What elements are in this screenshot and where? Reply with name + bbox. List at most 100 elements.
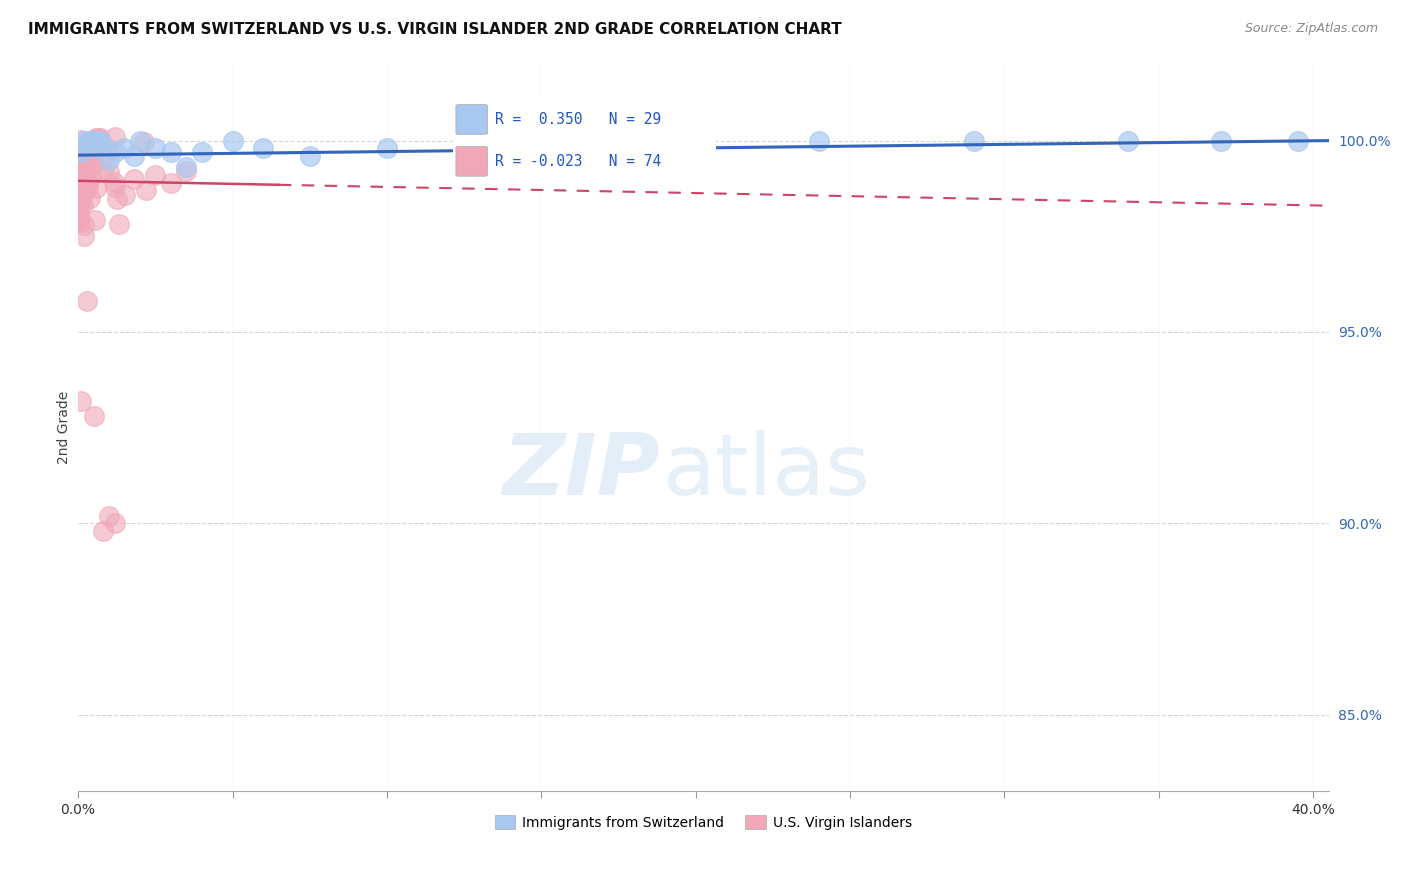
Point xyxy=(91,137,114,152)
Point xyxy=(76,137,98,152)
Point xyxy=(72,198,94,212)
Point xyxy=(90,136,112,150)
Point xyxy=(73,229,96,244)
Point xyxy=(114,188,136,202)
Point xyxy=(69,133,91,147)
Point xyxy=(67,213,90,227)
Point xyxy=(159,145,181,160)
Point xyxy=(174,161,197,175)
Legend: Immigrants from Switzerland, U.S. Virgin Islanders: Immigrants from Switzerland, U.S. Virgin… xyxy=(489,809,918,835)
Point xyxy=(86,141,108,155)
Point xyxy=(375,141,398,155)
Text: ZIP: ZIP xyxy=(502,430,659,513)
Point xyxy=(122,172,145,186)
Point xyxy=(98,153,121,167)
Point xyxy=(143,141,166,155)
Point xyxy=(83,134,105,148)
Point xyxy=(67,189,90,203)
Point xyxy=(190,145,212,160)
Point xyxy=(73,139,96,153)
Point xyxy=(77,177,100,191)
Point xyxy=(98,165,121,179)
Point xyxy=(70,145,93,160)
Point xyxy=(105,192,128,206)
Point xyxy=(72,157,94,171)
Point xyxy=(128,134,150,148)
Point xyxy=(70,393,93,408)
Text: Source: ZipAtlas.com: Source: ZipAtlas.com xyxy=(1244,22,1378,36)
Point xyxy=(79,171,101,186)
Point xyxy=(104,179,127,194)
Point xyxy=(82,133,104,147)
Point xyxy=(79,134,101,148)
Point xyxy=(104,129,127,144)
Point xyxy=(1286,134,1309,148)
Point xyxy=(91,164,114,178)
Point xyxy=(67,162,90,177)
Text: atlas: atlas xyxy=(664,430,872,513)
Point xyxy=(89,131,111,145)
Point xyxy=(73,161,96,176)
Point xyxy=(72,188,94,202)
Point xyxy=(69,197,91,211)
Point xyxy=(67,211,90,225)
Point xyxy=(80,159,103,173)
Text: IMMIGRANTS FROM SWITZERLAND VS U.S. VIRGIN ISLANDER 2ND GRADE CORRELATION CHART: IMMIGRANTS FROM SWITZERLAND VS U.S. VIRG… xyxy=(28,22,842,37)
Point xyxy=(75,163,97,178)
Point xyxy=(69,163,91,178)
Point xyxy=(75,138,97,153)
Point xyxy=(75,174,97,188)
Point xyxy=(69,199,91,213)
Point xyxy=(76,294,98,309)
Point xyxy=(962,134,984,148)
Point xyxy=(104,516,127,531)
Point xyxy=(72,177,94,191)
Point xyxy=(107,217,129,231)
Point xyxy=(114,141,136,155)
Point xyxy=(808,134,831,148)
Y-axis label: 2nd Grade: 2nd Grade xyxy=(58,391,72,465)
Point xyxy=(159,176,181,190)
Point xyxy=(685,134,707,148)
Point xyxy=(96,144,118,158)
Point xyxy=(69,159,91,173)
Point xyxy=(70,172,93,186)
Point xyxy=(104,145,127,160)
Point xyxy=(98,508,121,523)
Point xyxy=(73,159,96,173)
Point xyxy=(67,207,90,221)
Point xyxy=(1209,134,1232,148)
Point xyxy=(67,200,90,214)
Point xyxy=(103,176,125,190)
Point xyxy=(70,169,93,184)
Point xyxy=(174,164,197,178)
Point xyxy=(67,211,90,226)
Point xyxy=(75,154,97,169)
Point xyxy=(84,131,107,145)
Point xyxy=(87,131,110,145)
Point xyxy=(84,136,107,151)
Point xyxy=(79,191,101,205)
Point xyxy=(132,135,155,149)
Point xyxy=(561,134,583,148)
Point xyxy=(73,134,96,148)
Point xyxy=(1116,134,1139,148)
Point xyxy=(83,156,105,170)
Point xyxy=(221,134,243,148)
Point xyxy=(83,145,105,159)
Point xyxy=(79,134,101,148)
Point xyxy=(73,182,96,196)
Point xyxy=(69,215,91,229)
Point xyxy=(143,168,166,182)
Point xyxy=(298,149,321,163)
Point xyxy=(122,149,145,163)
Point xyxy=(76,162,98,177)
Point xyxy=(73,218,96,232)
Point xyxy=(468,137,491,152)
Point xyxy=(76,179,98,194)
Point xyxy=(83,409,105,424)
Point xyxy=(75,162,97,177)
Point xyxy=(252,141,274,155)
Point xyxy=(84,180,107,194)
Point xyxy=(91,524,114,538)
